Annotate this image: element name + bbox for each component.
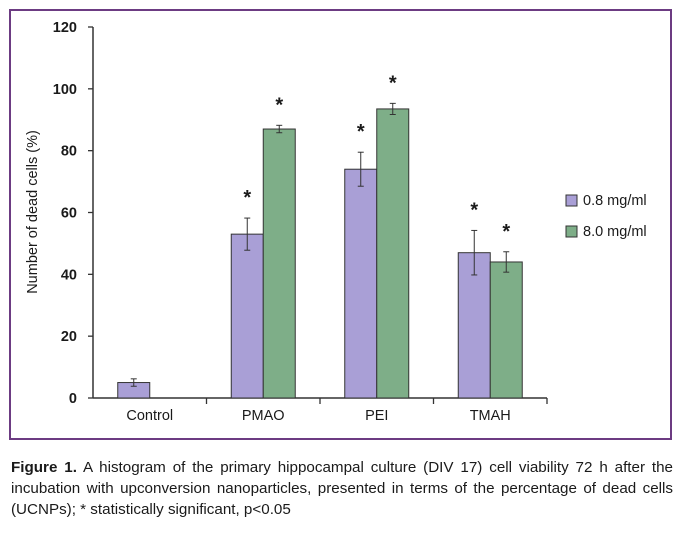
x-tick-label: TMAH: [470, 408, 511, 424]
bar: [230, 233, 264, 399]
significance-marker: *: [243, 187, 251, 209]
bar: [489, 261, 523, 399]
figure-caption: Figure 1. A histogram of the primary hip…: [11, 457, 673, 520]
significance-marker: *: [357, 121, 365, 143]
significance-marker: *: [275, 94, 283, 116]
legend-label: 8.0 mg/ml: [583, 224, 647, 240]
legend-swatch: [565, 194, 578, 207]
x-tick-label: PEI: [365, 408, 388, 424]
figure-frame: [9, 9, 672, 440]
bar: [457, 252, 491, 399]
significance-marker: *: [470, 199, 478, 221]
y-tick-label: 0: [69, 391, 77, 407]
significance-marker: *: [502, 221, 510, 243]
significance-marker: *: [389, 72, 397, 94]
y-tick-label: 20: [61, 329, 77, 345]
y-tick-label: 100: [53, 82, 77, 98]
legend-swatch: [565, 225, 578, 238]
y-tick-label: 40: [61, 267, 77, 283]
caption-text: A histogram of the primary hippocampal c…: [11, 459, 674, 518]
y-tick-label: 120: [53, 20, 77, 36]
bar: [376, 108, 410, 399]
bar-chart: Number of dead cells (%) 0 20 40 60 80 100 120…: [25, 20, 647, 424]
bar: [344, 168, 378, 399]
x-tick-label: Control: [126, 408, 173, 424]
legend-label: 0.8 mg/ml: [583, 193, 647, 209]
y-tick-label: 80: [61, 144, 77, 160]
bar: [262, 128, 296, 399]
caption-label: Figure 1.: [11, 459, 77, 476]
y-tick-label: 60: [61, 206, 77, 222]
y-axis-label: Number of dead cells (%): [25, 130, 41, 294]
x-tick-label: PMAO: [242, 408, 285, 424]
